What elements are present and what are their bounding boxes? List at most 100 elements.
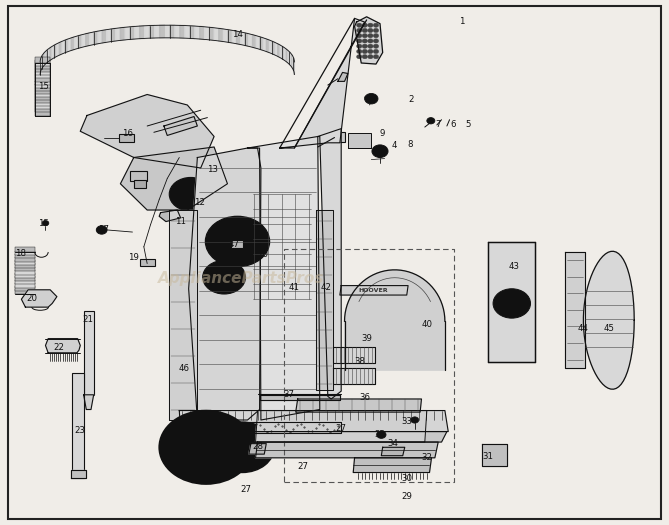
Polygon shape — [116, 28, 120, 41]
Text: 36: 36 — [359, 393, 370, 403]
Circle shape — [42, 220, 49, 226]
Polygon shape — [165, 25, 170, 38]
Text: 14: 14 — [232, 29, 243, 39]
Bar — [140, 259, 155, 266]
Circle shape — [159, 411, 253, 484]
Circle shape — [217, 226, 258, 257]
Circle shape — [368, 44, 373, 48]
Polygon shape — [45, 50, 47, 65]
Polygon shape — [275, 43, 278, 56]
Bar — [35, 85, 50, 91]
Polygon shape — [179, 411, 448, 432]
Circle shape — [362, 55, 367, 59]
Text: 29: 29 — [401, 491, 412, 501]
Polygon shape — [75, 36, 78, 49]
Text: 31: 31 — [483, 452, 494, 461]
Polygon shape — [253, 35, 256, 48]
Polygon shape — [80, 94, 214, 168]
Bar — [35, 97, 50, 103]
Polygon shape — [190, 26, 195, 39]
Polygon shape — [223, 29, 228, 42]
Text: 8: 8 — [407, 140, 413, 149]
Bar — [15, 260, 35, 265]
Bar — [35, 57, 50, 63]
Bar — [15, 289, 35, 294]
Bar — [15, 257, 35, 261]
Polygon shape — [353, 458, 432, 472]
Bar — [35, 63, 50, 69]
Polygon shape — [256, 36, 260, 49]
Polygon shape — [106, 29, 111, 42]
Bar — [35, 69, 50, 76]
Polygon shape — [260, 395, 340, 400]
Text: 27: 27 — [336, 424, 347, 434]
Polygon shape — [169, 210, 197, 420]
Circle shape — [368, 55, 373, 59]
Polygon shape — [86, 33, 90, 46]
Polygon shape — [333, 368, 375, 384]
Polygon shape — [84, 395, 94, 410]
Polygon shape — [52, 45, 54, 59]
Circle shape — [205, 216, 270, 267]
Polygon shape — [290, 52, 291, 66]
Bar — [15, 250, 35, 255]
Polygon shape — [266, 39, 270, 53]
Circle shape — [373, 55, 379, 59]
Circle shape — [357, 55, 362, 59]
Text: 7: 7 — [436, 120, 441, 130]
Polygon shape — [583, 251, 634, 389]
Polygon shape — [195, 26, 200, 39]
Polygon shape — [43, 52, 45, 66]
Polygon shape — [219, 28, 223, 41]
Text: 33: 33 — [401, 416, 412, 426]
Circle shape — [362, 39, 367, 43]
Polygon shape — [82, 34, 86, 47]
Polygon shape — [179, 432, 447, 442]
Bar — [35, 91, 50, 97]
Text: HOOVER: HOOVER — [359, 288, 388, 293]
Polygon shape — [291, 53, 292, 67]
Polygon shape — [180, 25, 185, 38]
Circle shape — [357, 44, 362, 48]
Circle shape — [357, 49, 362, 54]
Circle shape — [357, 28, 362, 33]
Polygon shape — [48, 48, 50, 61]
Bar — [15, 276, 35, 281]
Polygon shape — [237, 31, 241, 45]
Polygon shape — [318, 129, 341, 399]
Polygon shape — [228, 29, 232, 43]
Polygon shape — [209, 27, 214, 40]
Text: 21: 21 — [83, 314, 94, 324]
Bar — [15, 254, 35, 258]
Bar — [15, 270, 35, 275]
Text: 26: 26 — [230, 424, 241, 434]
Polygon shape — [241, 32, 245, 46]
Circle shape — [357, 39, 362, 43]
Bar — [15, 273, 35, 278]
Circle shape — [372, 145, 388, 158]
Bar — [35, 60, 50, 66]
Polygon shape — [47, 49, 48, 63]
Circle shape — [362, 23, 367, 27]
Text: 11: 11 — [175, 217, 186, 226]
Polygon shape — [293, 56, 294, 70]
Circle shape — [203, 260, 246, 294]
Polygon shape — [280, 45, 282, 59]
Circle shape — [357, 23, 362, 27]
Polygon shape — [62, 40, 65, 54]
Text: 15: 15 — [38, 82, 49, 91]
Polygon shape — [355, 17, 383, 64]
Polygon shape — [482, 444, 507, 466]
Polygon shape — [214, 28, 219, 41]
Polygon shape — [71, 470, 86, 478]
Circle shape — [368, 39, 373, 43]
Circle shape — [493, 289, 531, 318]
Polygon shape — [338, 72, 348, 81]
Circle shape — [368, 34, 373, 38]
Bar — [35, 100, 50, 106]
Text: 20: 20 — [27, 293, 37, 303]
Polygon shape — [245, 33, 249, 46]
Bar — [15, 283, 35, 288]
Polygon shape — [111, 28, 116, 41]
Text: 45: 45 — [603, 323, 614, 333]
